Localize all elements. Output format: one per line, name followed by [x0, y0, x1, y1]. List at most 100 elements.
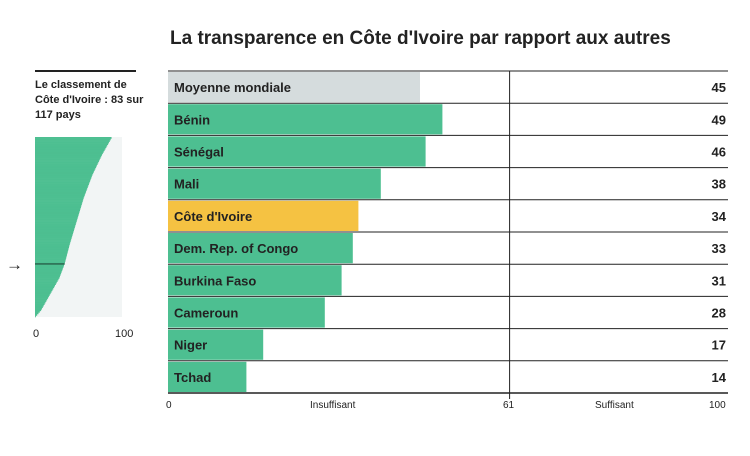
country-rank-bar — [35, 181, 90, 184]
country-rank-bar — [35, 229, 74, 232]
country-rank-bar — [35, 232, 74, 235]
country-rank-bar — [35, 206, 81, 209]
country-rank-bar — [35, 220, 77, 222]
country-rank-bar — [35, 153, 102, 156]
country-rank-bar — [35, 275, 60, 278]
country-rank-bar — [35, 266, 64, 269]
country-rank-bar — [35, 247, 69, 250]
country-rank-bar — [35, 169, 95, 172]
country-rank-bar — [35, 224, 76, 227]
country-rank-bar — [35, 289, 53, 292]
country-rank-bar — [35, 260, 66, 262]
country-rank-bar — [35, 243, 70, 245]
zone-label-insufficient: Insuffisant — [310, 400, 356, 411]
country-rank-bar — [35, 195, 85, 198]
bar-label: Tchad — [174, 370, 211, 385]
ranking-caption: Le classement de Côte d'Ivoire : 83 sur … — [35, 79, 144, 121]
country-rank-bar — [35, 272, 62, 275]
bar — [168, 168, 381, 199]
country-rank-bar — [35, 178, 91, 181]
bar — [168, 361, 247, 392]
country-rank-bar — [35, 144, 108, 147]
country-rank-bar — [35, 286, 55, 289]
country-rank-bar — [35, 309, 42, 312]
bar — [168, 233, 353, 264]
country-rank-bar — [35, 250, 68, 253]
country-rank-bar — [35, 249, 69, 252]
country-rank-bar — [35, 184, 89, 187]
country-rank-bar — [35, 270, 62, 273]
country-rank-bar — [35, 213, 79, 216]
country-rank-bar — [35, 152, 103, 155]
country-rank-bar — [35, 189, 87, 192]
country-rank-bar — [35, 166, 97, 169]
country-rank-bar — [35, 161, 99, 164]
country-rank-bar — [35, 173, 93, 176]
mini-tick-max: 100 — [115, 328, 134, 340]
country-rank-bar — [35, 203, 82, 205]
country-rank-bar — [35, 313, 38, 316]
country-rank-bar — [35, 217, 78, 219]
country-rank-bar — [35, 140, 110, 142]
value-label: 38 — [712, 177, 726, 192]
country-rank-bar — [35, 218, 78, 221]
country-rank-bar — [35, 255, 67, 258]
country-rank-bar — [35, 155, 102, 158]
bar-label: Cameroun — [174, 306, 238, 321]
bar — [168, 104, 443, 135]
value-label: 46 — [712, 145, 726, 160]
country-rank-bar — [35, 158, 100, 161]
ranking-distribution-chart: → — [6, 137, 122, 318]
country-rank-bar — [35, 180, 91, 182]
bar-label: Mali — [174, 177, 199, 192]
chart-title: La transparence en Côte d'Ivoire par rap… — [170, 28, 671, 49]
country-rank-bar — [35, 163, 98, 165]
country-rank-bar — [35, 170, 94, 173]
country-rank-bar — [35, 149, 105, 152]
arrow-icon: → — [6, 255, 23, 274]
bar-label: Sénégal — [174, 145, 224, 160]
country-rank-bar — [35, 290, 52, 293]
country-rank-bar — [35, 190, 87, 193]
country-rank-bar — [35, 244, 70, 247]
country-rank-bar — [35, 306, 43, 309]
country-rank-bar — [35, 295, 49, 298]
bar-label: Burkina Faso — [174, 273, 256, 288]
country-rank-bar — [35, 235, 73, 238]
x-tick-100: 100 — [709, 400, 726, 411]
country-rank-bar — [35, 215, 79, 218]
country-rank-bar — [35, 253, 67, 256]
country-rank-bar — [35, 183, 89, 185]
country-rank-bar — [35, 284, 56, 287]
country-rank-bar — [35, 167, 96, 170]
country-rank-bar — [35, 283, 56, 285]
bar-label: Bénin — [174, 112, 210, 127]
value-label: 31 — [712, 273, 726, 288]
country-rank-bar — [35, 141, 109, 144]
country-rank-bar — [35, 146, 107, 149]
country-rank-bar — [35, 192, 86, 195]
country-rank-bar — [35, 287, 54, 290]
bar-label: Côte d'Ivoire — [174, 209, 252, 224]
country-rank-bar — [35, 312, 39, 315]
country-rank-bar — [35, 200, 83, 202]
country-rank-bar — [35, 237, 72, 239]
country-rank-bar — [35, 226, 75, 229]
country-rank-bar — [35, 257, 67, 259]
bar-label: Niger — [174, 338, 207, 353]
country-rank-bar — [35, 293, 50, 296]
country-rank-bar — [35, 298, 48, 301]
bar — [168, 297, 325, 328]
value-label: 34 — [712, 209, 727, 224]
country-rank-bar — [35, 303, 45, 305]
country-rank-bar — [35, 300, 47, 302]
country-rank-bar — [35, 172, 94, 175]
country-rank-bar — [35, 186, 88, 189]
value-label: 33 — [712, 241, 726, 256]
country-rank-bar — [35, 201, 83, 204]
mini-tick-min: 0 — [33, 328, 40, 340]
x-tick-threshold: 61 — [503, 400, 515, 411]
bar — [168, 329, 264, 360]
country-rank-bar — [35, 264, 64, 267]
